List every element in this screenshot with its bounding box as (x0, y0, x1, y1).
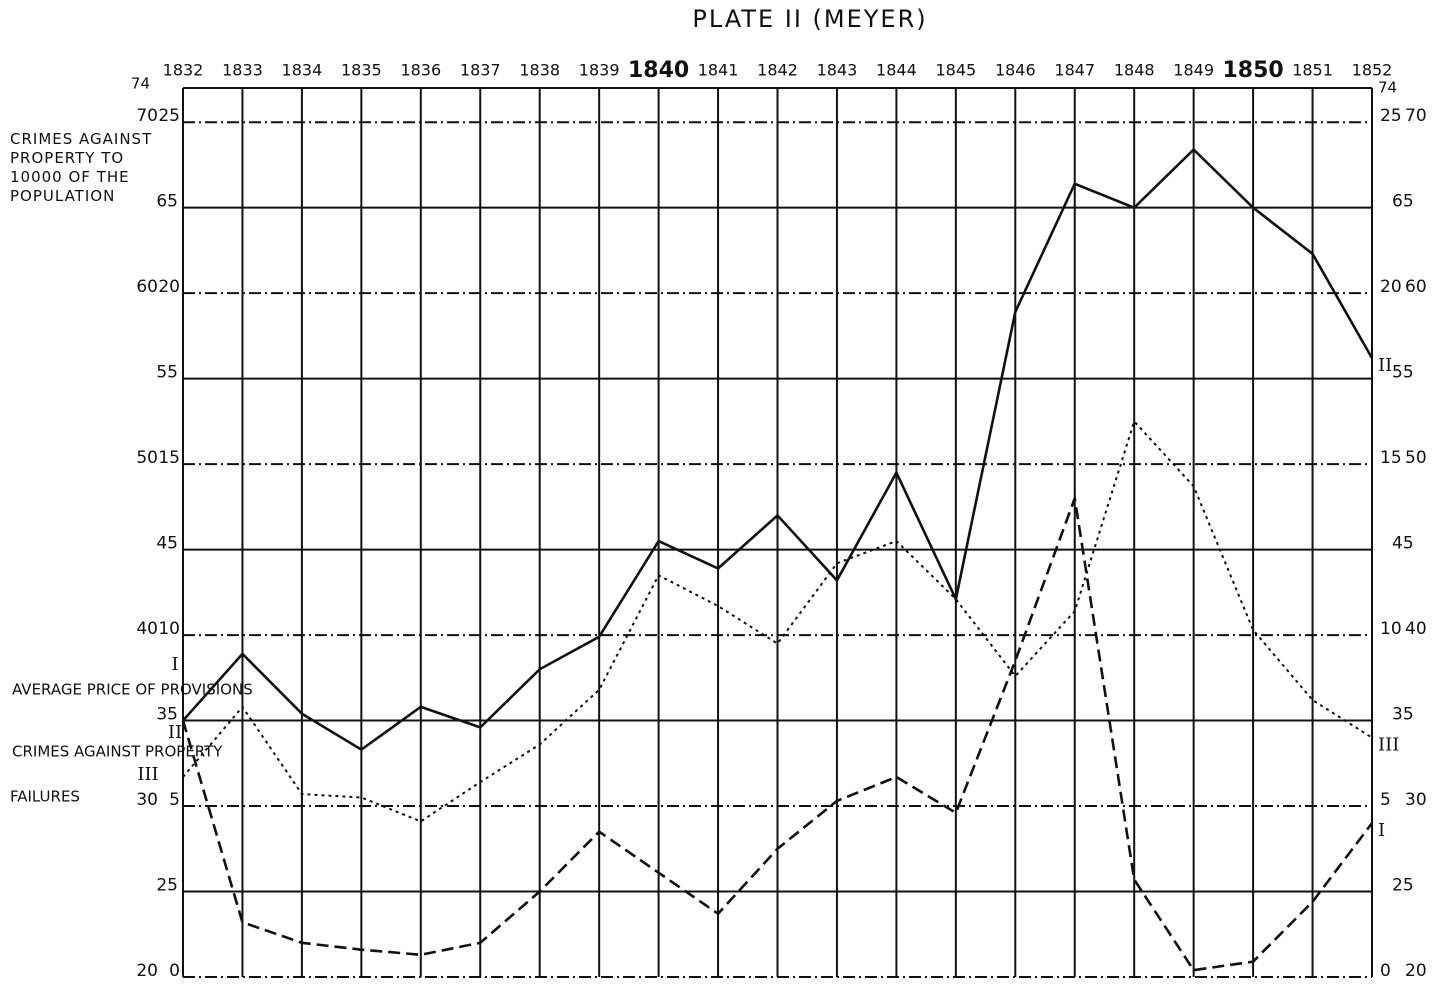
y-tick-label-right: 30 (1405, 790, 1427, 810)
y2-tick-label-right: 0 (1380, 961, 1391, 981)
y-tick-label-left: 40 (136, 619, 158, 639)
y-tick-label-right: 65 (1392, 192, 1414, 212)
x-tick-label: 1840 (628, 58, 689, 83)
x-tick-label: 1832 (163, 61, 204, 80)
y-axis-label-box: CRIMES AGAINST PROPERTY TO 10000 OF THE … (10, 130, 153, 205)
y-tick-label-right: 55 (1392, 363, 1414, 383)
y-tick-label-right: 70 (1405, 106, 1427, 126)
x-tick-label: 1834 (282, 61, 323, 80)
y2-tick-label-left: 5 (169, 790, 180, 810)
y2-tick-label-right: 25 (1380, 106, 1402, 126)
y-tick-label-right: 50 (1405, 448, 1427, 468)
y-tick-label-left: 50 (136, 448, 158, 468)
x-tick-label: 1849 (1173, 61, 1214, 80)
x-tick-label: 1851 (1292, 61, 1333, 80)
y-tick-label-right: 60 (1405, 277, 1427, 297)
series-line (182, 419, 1373, 823)
x-tick-label: 1837 (460, 61, 501, 80)
corner-label: 74 (131, 75, 150, 93)
x-tick-label: 1847 (1054, 61, 1095, 80)
y2-tick-label-right: 10 (1380, 619, 1402, 639)
series-end-numeral: III (1378, 735, 1399, 756)
x-tick-label: 1846 (995, 61, 1036, 80)
y-tick-label-left: 55 (156, 363, 178, 383)
x-tick-label: 1843 (817, 61, 858, 80)
y2-tick-label-left: 10 (158, 619, 180, 639)
y2-tick-label-left: 0 (169, 961, 180, 981)
series-end-numeral: II (1378, 355, 1392, 376)
y-tick-label-right: 25 (1392, 876, 1414, 896)
y-tick-label-left: 45 (156, 534, 178, 554)
y-tick-label-left: 70 (136, 106, 158, 126)
y-tick-label-left: 60 (136, 277, 158, 297)
x-tick-label: 1844 (876, 61, 917, 80)
x-tick-label: 1850 (1222, 58, 1283, 83)
x-tick-label: 1841 (698, 61, 739, 80)
legend-label: CRIMES AGAINST PROPERTY (12, 743, 223, 761)
y-tick-label-left: 65 (156, 192, 178, 212)
y2-tick-label-left: 20 (158, 277, 180, 297)
x-tick-label: 1839 (579, 61, 620, 80)
y-tick-label-left: 35 (156, 705, 178, 725)
y-tick-label-right: 35 (1392, 705, 1414, 725)
x-tick-label: 1852 (1352, 61, 1393, 80)
legend-numeral: III (137, 764, 158, 785)
x-tick-label: 1845 (935, 61, 976, 80)
legend-numeral: I (171, 654, 178, 675)
chart-title: PLATE II (MEYER) (692, 5, 927, 33)
x-tick-label: 1836 (400, 61, 441, 80)
y2-tick-label-left: 25 (158, 106, 180, 126)
y-tick-label-left: 20 (136, 961, 158, 981)
legend-label: AVERAGE PRICE OF PROVISIONS (12, 681, 253, 699)
y-tick-label-left: 25 (156, 876, 178, 896)
x-tick-label: 1835 (341, 61, 382, 80)
y2-tick-label-left: 15 (158, 448, 180, 468)
x-tick-label: 1833 (222, 61, 263, 80)
y-axis-label: CRIMES AGAINST PROPERTY TO 10000 OF THE … (10, 130, 153, 205)
y-tick-label-right: 20 (1405, 961, 1427, 981)
series-line (182, 147, 1374, 752)
y-tick-label-right: 40 (1405, 619, 1427, 639)
y2-tick-label-right: 20 (1380, 277, 1402, 297)
x-tick-label: 1842 (757, 61, 798, 80)
corner-label: 74 (1378, 79, 1397, 97)
y-tick-label-right: 45 (1392, 534, 1414, 554)
y2-tick-label-right: 5 (1380, 790, 1391, 810)
x-tick-label: 1848 (1114, 61, 1155, 80)
series-line (181, 493, 1374, 972)
legend-numeral: II (168, 722, 182, 743)
series-end-numeral: I (1378, 820, 1385, 841)
y-tick-label-left: 30 (136, 790, 158, 810)
y2-tick-label-right: 15 (1380, 448, 1402, 468)
legend-label: FAILURES (10, 788, 80, 806)
x-tick-label: 1838 (519, 61, 560, 80)
